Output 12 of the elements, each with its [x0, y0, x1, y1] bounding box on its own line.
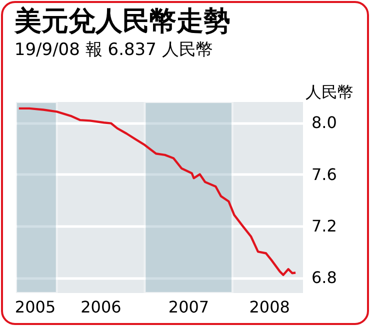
- y-tick-label: 8.0: [312, 113, 337, 132]
- y-tick-label: 7.2: [312, 216, 337, 236]
- line-series: [18, 107, 297, 276]
- y-axis-title: 人民幣: [306, 82, 354, 102]
- x-tick-label: 2007: [168, 298, 210, 316]
- chart-title: 美元兌人民幣走勢: [13, 6, 230, 37]
- x-tick-label: 2008: [249, 298, 290, 316]
- chart-subtitle: 19/9/08 報 6.837 人民幣: [14, 40, 213, 60]
- y-tick-label: 6.8: [312, 268, 337, 288]
- x-tick-label: 2005: [14, 298, 56, 316]
- x-tick-label: 2006: [80, 298, 122, 316]
- y-tick-label: 7.6: [312, 164, 337, 184]
